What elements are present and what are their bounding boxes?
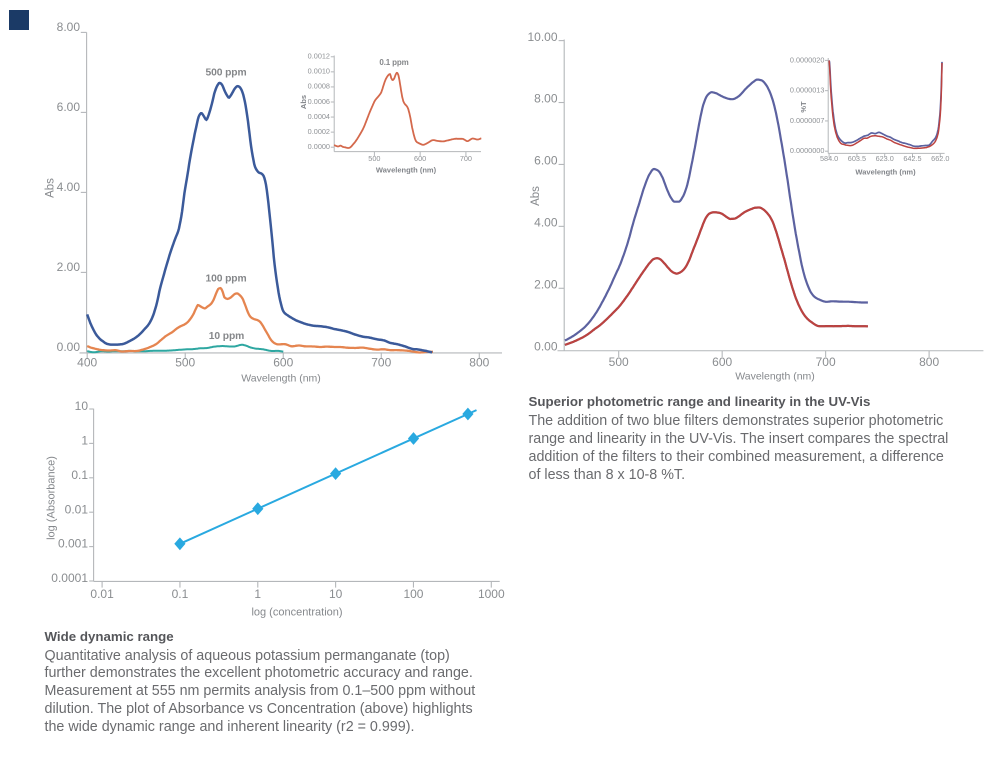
svg-text:log (concentration): log (concentration) — [251, 607, 342, 619]
svg-text:0.0000: 0.0000 — [308, 142, 330, 151]
svg-text:0.1: 0.1 — [172, 587, 189, 601]
svg-text:0.0000000: 0.0000000 — [790, 146, 825, 155]
svg-text:0.0008: 0.0008 — [308, 82, 330, 91]
svg-text:0.0000007: 0.0000007 — [790, 116, 825, 125]
svg-text:6.00: 6.00 — [57, 100, 81, 114]
svg-text:600: 600 — [273, 356, 293, 370]
svg-text:642.5: 642.5 — [903, 154, 921, 163]
svg-text:4.00: 4.00 — [534, 216, 558, 230]
svg-text:700: 700 — [816, 355, 836, 369]
svg-text:500: 500 — [368, 154, 380, 163]
svg-text:500 ppm: 500 ppm — [205, 68, 246, 79]
svg-text:800: 800 — [469, 356, 489, 370]
svg-text:0.01: 0.01 — [65, 502, 89, 516]
svg-text:Abs: Abs — [299, 95, 308, 109]
svg-text:log (Absorbance): log (Absorbance) — [46, 456, 58, 540]
svg-text:800: 800 — [919, 355, 939, 369]
svg-text:1: 1 — [81, 434, 88, 448]
svg-text:6.00: 6.00 — [534, 154, 558, 168]
svg-text:8.00: 8.00 — [534, 92, 558, 106]
svg-text:0.0000013: 0.0000013 — [790, 86, 825, 95]
svg-text:584.0: 584.0 — [820, 154, 838, 163]
svg-text:10: 10 — [75, 399, 89, 413]
svg-text:0.001: 0.001 — [58, 537, 88, 551]
svg-text:Wavelength (nm): Wavelength (nm) — [376, 166, 437, 175]
svg-text:%T: %T — [799, 101, 808, 113]
svg-text:603.5: 603.5 — [848, 154, 866, 163]
svg-text:10.00: 10.00 — [527, 30, 557, 44]
svg-text:400: 400 — [77, 356, 97, 370]
svg-text:0.1: 0.1 — [71, 468, 88, 482]
svg-text:0.0004: 0.0004 — [308, 112, 330, 121]
svg-text:500: 500 — [609, 355, 629, 369]
svg-text:0.00: 0.00 — [57, 340, 81, 354]
svg-text:0.1 ppm: 0.1 ppm — [379, 58, 408, 67]
svg-text:100 ppm: 100 ppm — [205, 274, 246, 285]
svg-text:0.00: 0.00 — [534, 339, 558, 353]
svg-text:0.0006: 0.0006 — [308, 97, 330, 106]
svg-text:700: 700 — [371, 356, 391, 370]
svg-text:Wavelength (nm): Wavelength (nm) — [241, 373, 321, 385]
svg-text:4.00: 4.00 — [57, 180, 81, 194]
svg-text:662.0: 662.0 — [931, 154, 949, 163]
svg-text:0.01: 0.01 — [90, 587, 114, 601]
svg-text:10 ppm: 10 ppm — [209, 331, 244, 342]
svg-text:0.0001: 0.0001 — [51, 571, 88, 585]
svg-text:0.0010: 0.0010 — [308, 67, 330, 76]
svg-text:0.0002: 0.0002 — [308, 127, 330, 136]
svg-text:Wavelength (nm): Wavelength (nm) — [735, 371, 815, 383]
svg-text:1000: 1000 — [478, 587, 505, 601]
svg-text:2.00: 2.00 — [534, 277, 558, 291]
svg-text:0.0012: 0.0012 — [308, 52, 330, 61]
svg-text:10: 10 — [329, 587, 343, 601]
svg-text:623.0: 623.0 — [876, 154, 894, 163]
svg-text:Abs: Abs — [530, 186, 542, 206]
svg-text:Wavelength (nm): Wavelength (nm) — [855, 168, 916, 177]
svg-text:600: 600 — [414, 154, 426, 163]
svg-text:600: 600 — [712, 355, 732, 369]
svg-text:0.0000020: 0.0000020 — [790, 55, 825, 64]
svg-text:500: 500 — [175, 356, 195, 370]
svg-text:8.00: 8.00 — [57, 20, 81, 34]
svg-text:2.00: 2.00 — [57, 260, 81, 274]
svg-text:1: 1 — [254, 587, 261, 601]
svg-text:100: 100 — [403, 587, 423, 601]
svg-text:Abs: Abs — [45, 178, 57, 198]
svg-text:700: 700 — [460, 154, 472, 163]
